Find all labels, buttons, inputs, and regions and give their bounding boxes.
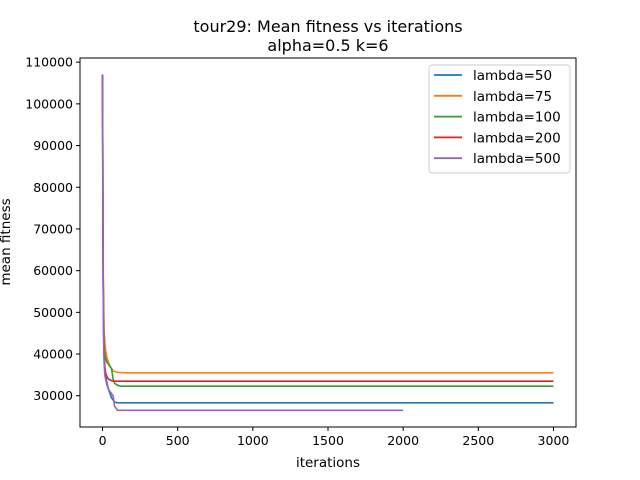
y-tick-label: 90000 bbox=[33, 138, 73, 153]
y-tick-label: 50000 bbox=[33, 305, 73, 320]
y-axis-label: mean fitness bbox=[0, 198, 14, 285]
x-tick-label: 1000 bbox=[237, 433, 269, 448]
legend-label: lambda=500 bbox=[473, 151, 561, 167]
series-layer bbox=[101, 74, 554, 412]
x-tick-label: 3000 bbox=[538, 433, 570, 448]
legend-label: lambda=50 bbox=[473, 68, 552, 84]
x-tick-label: 500 bbox=[166, 433, 190, 448]
y-tick-label: 110000 bbox=[25, 55, 73, 70]
x-tick-label: 2000 bbox=[387, 433, 419, 448]
y-tick-label: 100000 bbox=[25, 96, 73, 111]
x-tick-label: 2500 bbox=[462, 433, 494, 448]
legend: lambda=50 lambda=75 lambda=100 lambda=200 la… bbox=[428, 64, 571, 174]
series-line-lambda-500 bbox=[101, 74, 404, 412]
chart-title-line-2: alpha=0.5 k=6 bbox=[267, 36, 388, 55]
y-tick-label: 80000 bbox=[33, 180, 73, 195]
legend-box bbox=[428, 64, 571, 174]
tick-layer: 0 500 1000 1500 2000 2500 3000 30000 40000 50000 6… bbox=[25, 55, 569, 448]
y-tick-label: 30000 bbox=[33, 388, 73, 403]
y-tick-label: 60000 bbox=[33, 263, 73, 278]
x-axis-label: iterations bbox=[296, 455, 360, 471]
legend-label: lambda=100 bbox=[473, 110, 561, 126]
plot-frame bbox=[79, 57, 577, 428]
legend-label: lambda=75 bbox=[473, 89, 552, 105]
x-tick-label: 0 bbox=[99, 433, 107, 448]
x-tick-label: 1500 bbox=[312, 433, 344, 448]
y-tick-label: 40000 bbox=[33, 347, 73, 362]
y-tick-label: 70000 bbox=[33, 221, 73, 236]
legend-label: lambda=200 bbox=[473, 130, 561, 146]
chart-title-line-1: tour29: Mean fitness vs iterations bbox=[193, 17, 462, 36]
